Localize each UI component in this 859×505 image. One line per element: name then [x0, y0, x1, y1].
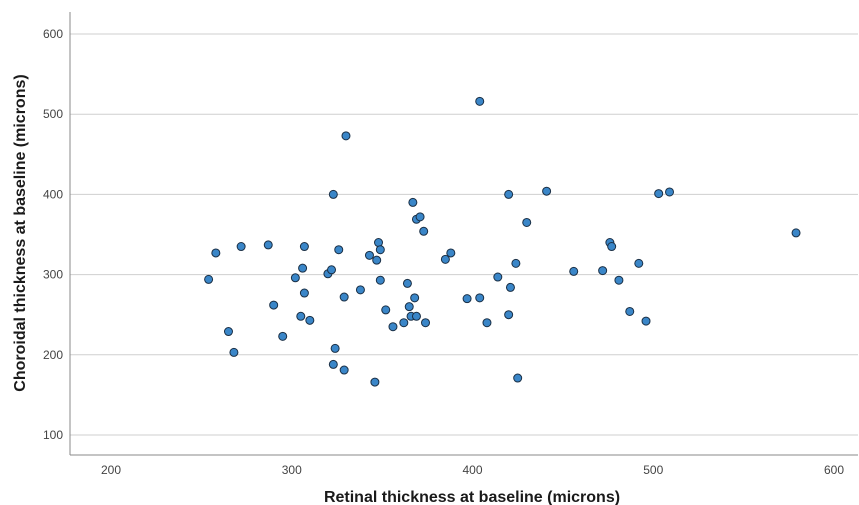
- y-tick-label: 500: [43, 107, 63, 121]
- data-point: [415, 212, 425, 222]
- data-point: [299, 288, 309, 298]
- data-point: [607, 242, 617, 252]
- data-point: [511, 258, 521, 268]
- data-point: [370, 377, 380, 387]
- data-point: [410, 293, 420, 303]
- data-point: [269, 300, 279, 310]
- data-point: [475, 293, 485, 303]
- data-point: [330, 343, 340, 353]
- data-point: [328, 359, 338, 369]
- data-point: [355, 285, 365, 295]
- x-tick-label: 200: [101, 463, 121, 477]
- data-point: [504, 189, 514, 199]
- data-point: [290, 273, 300, 283]
- data-point: [411, 311, 421, 321]
- data-point: [634, 258, 644, 268]
- y-tick-label: 600: [43, 27, 63, 41]
- data-point: [327, 265, 337, 275]
- data-point: [339, 292, 349, 302]
- data-point: [229, 347, 239, 357]
- x-tick-label: 300: [282, 463, 302, 477]
- data-point: [408, 197, 418, 207]
- data-point: [493, 272, 503, 282]
- data-point: [504, 310, 514, 320]
- y-tick-label: 100: [43, 428, 63, 442]
- y-tick-label: 400: [43, 187, 63, 201]
- data-point: [364, 250, 374, 260]
- data-point: [522, 217, 532, 227]
- x-axis-title: Retinal thickness at baseline (microns): [324, 489, 620, 505]
- data-point: [419, 226, 429, 236]
- data-point: [404, 302, 414, 312]
- data-point: [298, 263, 308, 273]
- data-point: [665, 187, 675, 197]
- data-point: [641, 316, 651, 326]
- data-point: [388, 322, 398, 332]
- data-point: [372, 255, 382, 265]
- data-point: [402, 278, 412, 288]
- data-point: [542, 186, 552, 196]
- data-point: [482, 318, 492, 328]
- data-point: [614, 275, 624, 285]
- data-point: [278, 331, 288, 341]
- y-tick-label: 200: [43, 348, 63, 362]
- x-tick-label: 600: [824, 463, 844, 477]
- data-point: [654, 189, 664, 199]
- data-point: [421, 318, 431, 328]
- data-point: [399, 318, 409, 328]
- data-point: [334, 245, 344, 255]
- data-point: [328, 189, 338, 199]
- data-point: [374, 238, 384, 248]
- data-point: [381, 305, 391, 315]
- data-point: [375, 245, 385, 255]
- data-point: [263, 240, 273, 250]
- data-point: [305, 315, 315, 325]
- data-point: [475, 96, 485, 106]
- data-point: [341, 131, 351, 141]
- data-point: [791, 228, 801, 238]
- y-axis-title: Choroidal thickness at baseline (microns…: [12, 74, 29, 391]
- data-point: [625, 306, 635, 316]
- x-tick-label: 400: [462, 463, 482, 477]
- data-point: [446, 248, 456, 258]
- data-point: [513, 373, 523, 383]
- data-point: [339, 365, 349, 375]
- data-point: [236, 242, 246, 252]
- data-point: [375, 275, 385, 285]
- data-point: [211, 248, 221, 258]
- data-point: [569, 266, 579, 276]
- data-point: [598, 266, 608, 276]
- grid-lines: [70, 33, 858, 436]
- x-tick-label: 500: [643, 463, 663, 477]
- data-point: [204, 274, 214, 284]
- data-points: [204, 96, 801, 387]
- y-tick-label: 300: [43, 268, 63, 282]
- tick-labels: 100 200 300 400 500 600 200 300 400 500 600: [43, 27, 844, 477]
- data-point: [299, 242, 309, 252]
- data-point: [440, 254, 450, 264]
- data-point: [223, 327, 233, 337]
- data-point: [462, 294, 472, 304]
- data-point: [296, 311, 306, 321]
- data-point: [505, 282, 515, 292]
